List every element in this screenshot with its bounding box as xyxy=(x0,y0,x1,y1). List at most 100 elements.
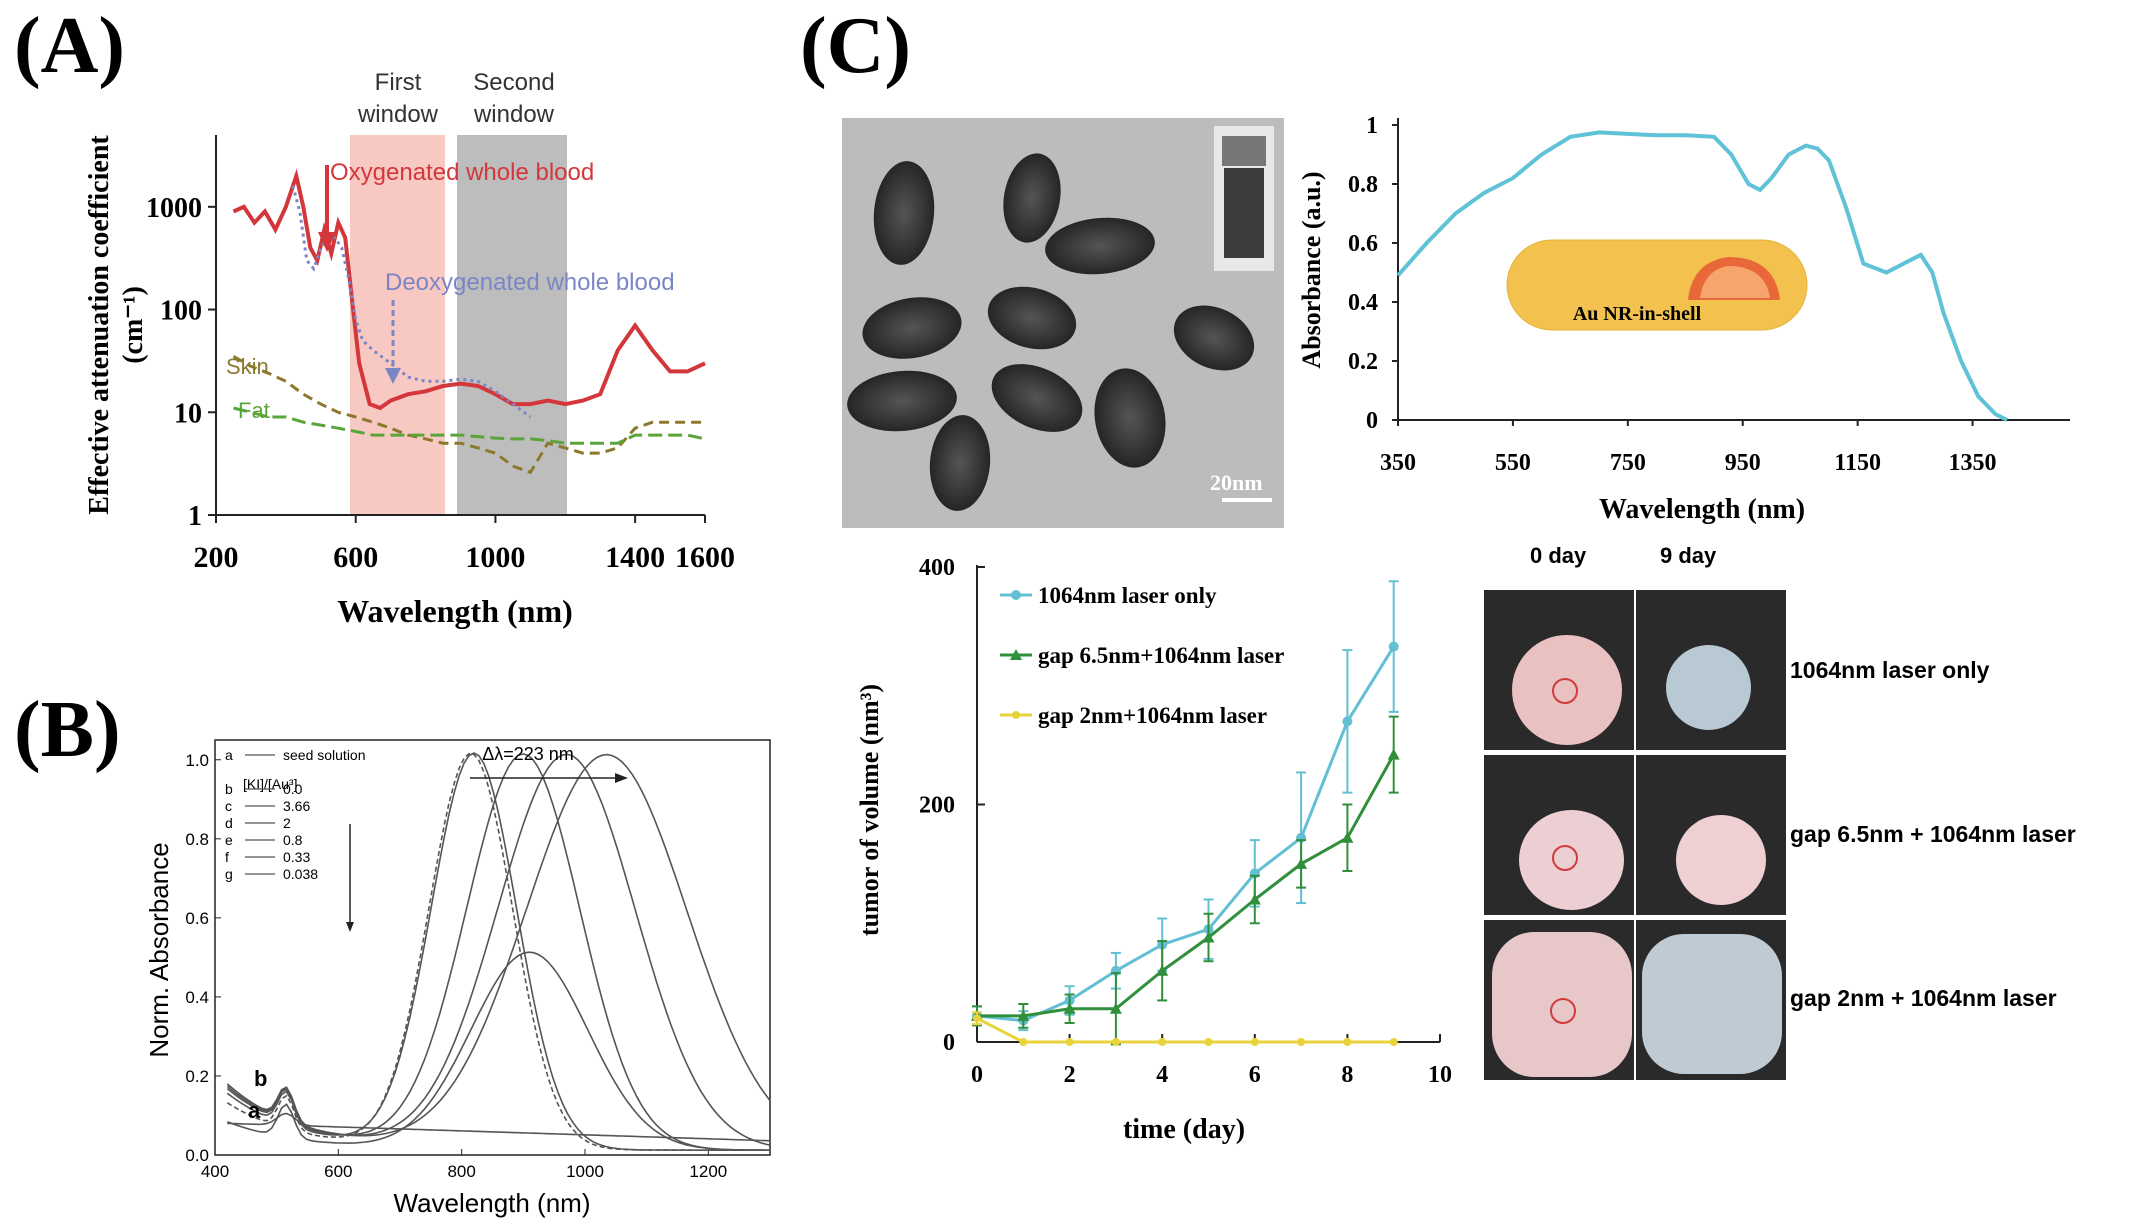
scale-bar-label: 20nm xyxy=(1210,470,1263,495)
photo-header-9day: 9 day xyxy=(1660,543,1717,568)
abs-xlabel: Wavelength (nm) xyxy=(1599,494,1805,525)
skin-label: Skin xyxy=(226,354,269,379)
panel-b-legend-key: g xyxy=(225,866,233,882)
tumor-point xyxy=(1109,1002,1122,1014)
nanorod xyxy=(1045,217,1155,275)
curve-b-label: b xyxy=(254,1066,267,1091)
tumor-point xyxy=(1158,1038,1167,1046)
panel-a-xtick-label: 1000 xyxy=(465,541,525,574)
tumor-point xyxy=(1065,1038,1074,1046)
tumor-point xyxy=(1389,1038,1398,1046)
vial-liquid xyxy=(1224,168,1264,258)
tumor-ylabel: tumor of volume (nm³) xyxy=(855,684,884,936)
first-window-label-2: window xyxy=(357,101,439,128)
nanorod xyxy=(929,415,991,511)
abs-ytick-label: 0.2 xyxy=(1348,349,1378,375)
tumor-ytick-label: 400 xyxy=(919,555,955,581)
panel-b-ytick-label: 1.0 xyxy=(185,751,209,770)
deoxy-blood-curve xyxy=(291,185,532,419)
photo-row-3-day9 xyxy=(1636,920,1786,1080)
tumor-legend-marker xyxy=(1010,649,1022,660)
tumor-point xyxy=(1341,831,1354,843)
tumor-xtick-label: 10 xyxy=(1428,1062,1452,1088)
panel-b-ylabel: Norm. Absorbance xyxy=(144,842,174,1057)
tumor-point xyxy=(1017,1009,1030,1021)
photo-row-3-day0 xyxy=(1484,920,1634,1080)
photo-grid: 0 day 9 day 1064nm laser only gap 6.5nm … xyxy=(1470,543,2140,1085)
panel-a-xtick-label: 200 xyxy=(194,541,239,574)
tumor-point xyxy=(1156,964,1169,976)
tumor-ytick-label: 0 xyxy=(943,1030,955,1056)
tumor-point xyxy=(1250,1038,1259,1046)
panel-b-legend-key: c xyxy=(225,798,232,814)
panel-b-curve-c xyxy=(226,752,770,1151)
panel-b-legend-value: 0.33 xyxy=(283,849,310,865)
tumor-xtick-label: 8 xyxy=(1341,1062,1353,1088)
panel-b-legend-arrow-head xyxy=(346,922,354,932)
panel-b-legend-value: 0.0 xyxy=(283,781,303,797)
nr-in-shell-inset: Au NR-in-shell xyxy=(1506,239,1808,331)
panel-b-xtick-label: 800 xyxy=(447,1162,475,1181)
panel-b-delta-arrow-head xyxy=(615,773,628,783)
tumor-legend-label: gap 2nm+1064nm laser xyxy=(1038,703,1267,728)
panel-a-ytick-label: 1 xyxy=(188,501,202,532)
panel-b-curve-f xyxy=(226,753,771,1137)
abs-xtick-label: 1150 xyxy=(1834,450,1881,476)
vial-cap xyxy=(1222,136,1266,166)
abs-ytick-label: 0 xyxy=(1366,408,1378,434)
tumor-point xyxy=(1204,1038,1213,1046)
tem-image: 20nm xyxy=(842,118,1284,528)
first-window-label-1: First xyxy=(375,69,422,96)
panel-c-label: (C) xyxy=(800,2,912,90)
panel-b-xtick-label: 1200 xyxy=(689,1162,727,1181)
photo-row-2-day0 xyxy=(1484,755,1634,915)
second-window-label-2: window xyxy=(473,101,555,128)
panel-b-legend-key: e xyxy=(225,832,233,848)
fat-label: Fat xyxy=(238,398,270,423)
panel-b-xtick-label: 400 xyxy=(201,1162,229,1181)
deoxy-arrow-head xyxy=(385,368,401,384)
nanorod xyxy=(1003,153,1061,243)
first-window-band xyxy=(350,135,445,515)
nanorod xyxy=(1173,305,1255,371)
fat-curve xyxy=(233,406,706,445)
panel-a-ytick-label: 1000 xyxy=(146,193,202,224)
abs-ytick-label: 0.8 xyxy=(1348,172,1378,198)
tumor-xlabel: time (day) xyxy=(1123,1114,1245,1145)
panel-a-xtick-label: 1400 xyxy=(605,541,665,574)
tumor-legend-label: 1064nm laser only xyxy=(1038,583,1217,608)
tumor-xtick-label: 4 xyxy=(1156,1062,1168,1088)
panel-a-xtick-label: 600 xyxy=(333,541,378,574)
tumor-xtick-label: 6 xyxy=(1249,1062,1261,1088)
tumor-point xyxy=(1019,1038,1028,1046)
panel-b-ytick-label: 0.8 xyxy=(185,830,209,849)
oxy-arrow-head xyxy=(318,232,336,252)
tumor-point xyxy=(973,1014,981,1023)
tumor-point xyxy=(1388,641,1399,652)
tumor-point xyxy=(1295,857,1308,869)
abs-xtick-label: 1350 xyxy=(1949,450,1997,476)
tumor-series-line xyxy=(976,645,1395,1023)
abs-xtick-label: 350 xyxy=(1380,450,1416,476)
tumor-xtick-label: 0 xyxy=(971,1062,983,1088)
abs-ytick-label: 1 xyxy=(1366,113,1378,139)
photo-row-label-2: gap 6.5nm + 1064nm laser xyxy=(1790,821,2076,847)
tumor-point xyxy=(1297,1038,1306,1046)
panel-a-ylabel-1: Effective attenuation coefficient xyxy=(84,135,115,515)
tumor-legend-marker xyxy=(1011,590,1021,600)
abs-ytick-label: 0.6 xyxy=(1348,231,1378,257)
panel-b-legend-value: 0.038 xyxy=(283,866,318,882)
second-window-band xyxy=(457,135,567,515)
panel-b-legend-key: a xyxy=(225,747,233,763)
photo-row-1-day9 xyxy=(1636,590,1786,750)
abs-xtick-label: 750 xyxy=(1610,450,1646,476)
panel-b-legend-value: 3.66 xyxy=(283,798,310,814)
tumor-series-line xyxy=(976,1016,1394,1044)
tumor-point xyxy=(1342,716,1353,727)
panel-b-legend-key: b xyxy=(225,781,233,797)
nanorod xyxy=(873,161,935,265)
second-window-label-1: Second xyxy=(473,69,554,96)
panel-b-legend-value: 0.8 xyxy=(283,832,303,848)
